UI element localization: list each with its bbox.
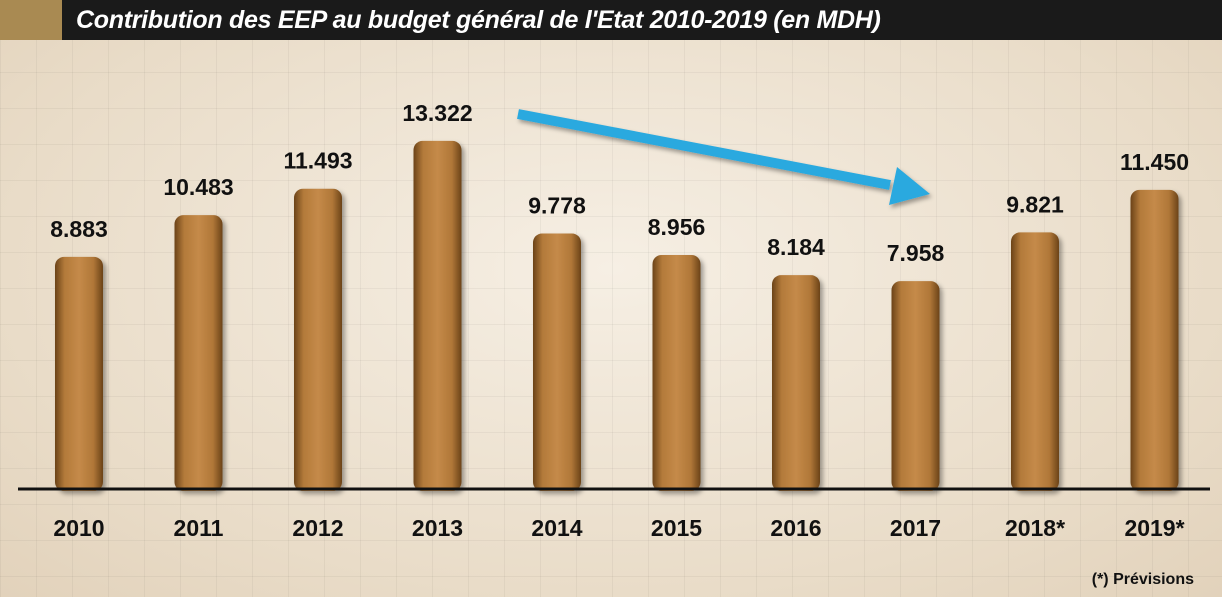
title-bar: Contribution des EEP au budget général d… [0, 0, 1222, 40]
x-tick-label: 2012 [292, 515, 343, 541]
x-tick-label: 2019* [1124, 515, 1184, 541]
value-label: 11.450 [1120, 149, 1189, 175]
x-tick-label: 2011 [174, 515, 224, 541]
value-label: 8.883 [50, 216, 108, 242]
x-tick-label: 2017 [890, 515, 941, 541]
bar-2015 [652, 254, 701, 491]
bar-2014 [533, 233, 581, 491]
trend-arrow-shaft [517, 109, 891, 190]
value-label: 8.184 [767, 234, 825, 260]
x-tick-label: 2015 [651, 515, 702, 541]
bar-2016 [772, 275, 820, 491]
footnote: (*) Prévisions [1091, 571, 1194, 588]
value-label: 9.778 [528, 193, 586, 219]
bar-2013 [413, 140, 462, 491]
x-tick-label: 2014 [531, 515, 582, 541]
x-tick-label: 2016 [770, 515, 821, 541]
chart-title: Contribution des EEP au budget général d… [76, 6, 881, 34]
bar-2019 [1130, 189, 1179, 492]
bar-2017 [891, 281, 940, 491]
trend-arrow-head [889, 167, 930, 205]
value-label: 8.956 [648, 214, 706, 240]
x-tick-label: 2018* [1005, 515, 1065, 541]
bar-2010 [55, 256, 103, 491]
value-label: 10.483 [163, 174, 233, 200]
trend-arrow [517, 109, 930, 205]
value-label: 11.493 [283, 148, 352, 174]
value-label: 7.958 [887, 240, 945, 266]
value-label: 13.322 [402, 100, 472, 126]
bar-2012 [294, 188, 342, 491]
x-tick-label: 2010 [53, 515, 104, 541]
value-label: 9.821 [1006, 191, 1064, 217]
x-tick-label: 2013 [412, 515, 463, 541]
title-accent-block [0, 0, 62, 40]
bar-2011 [174, 215, 223, 491]
bar-2018 [1011, 232, 1059, 491]
